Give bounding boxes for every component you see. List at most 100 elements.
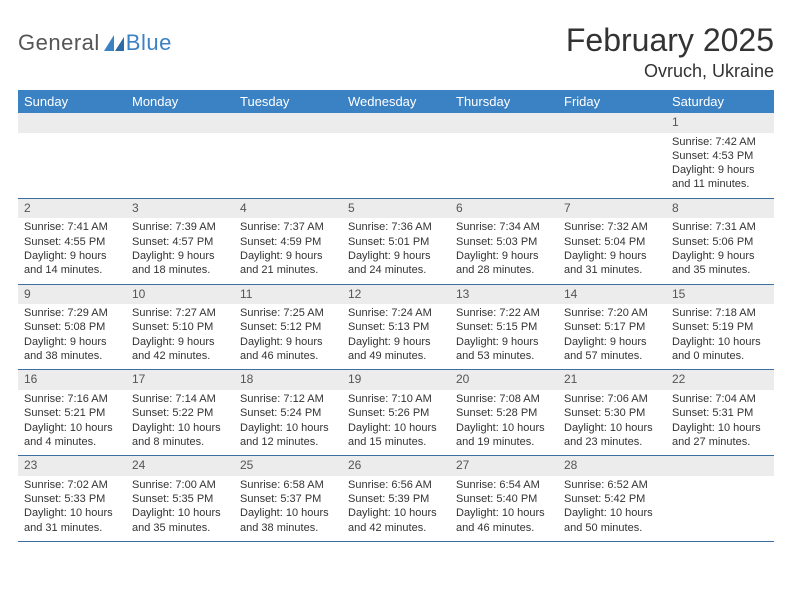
weekday-header: Sunday (18, 90, 126, 113)
daylight-line: Daylight: 9 hours and 42 minutes. (132, 335, 228, 364)
daylight-line: Daylight: 9 hours and 31 minutes. (564, 249, 660, 278)
day-cell: 22Sunrise: 7:04 AMSunset: 5:31 PMDayligh… (666, 370, 774, 455)
day-body: Sunrise: 6:58 AMSunset: 5:37 PMDaylight:… (234, 476, 342, 541)
sunset-line: Sunset: 5:31 PM (672, 406, 768, 420)
day-cell: 15Sunrise: 7:18 AMSunset: 5:19 PMDayligh… (666, 285, 774, 370)
sunset-line: Sunset: 5:19 PM (672, 320, 768, 334)
sunrise-line: Sunrise: 7:14 AM (132, 392, 228, 406)
sunrise-line: Sunrise: 7:37 AM (240, 220, 336, 234)
daylight-line: Daylight: 9 hours and 57 minutes. (564, 335, 660, 364)
day-number: 24 (126, 456, 234, 476)
day-body: Sunrise: 7:20 AMSunset: 5:17 PMDaylight:… (558, 304, 666, 369)
sunset-line: Sunset: 4:53 PM (672, 149, 768, 163)
day-body: Sunrise: 6:56 AMSunset: 5:39 PMDaylight:… (342, 476, 450, 541)
day-body: Sunrise: 7:12 AMSunset: 5:24 PMDaylight:… (234, 390, 342, 455)
sunset-line: Sunset: 5:35 PM (132, 492, 228, 506)
daylight-line: Daylight: 9 hours and 21 minutes. (240, 249, 336, 278)
daylight-line: Daylight: 9 hours and 24 minutes. (348, 249, 444, 278)
daylight-line: Daylight: 10 hours and 46 minutes. (456, 506, 552, 535)
day-number (342, 113, 450, 133)
sunrise-line: Sunrise: 7:06 AM (564, 392, 660, 406)
day-cell: 13Sunrise: 7:22 AMSunset: 5:15 PMDayligh… (450, 285, 558, 370)
day-body: Sunrise: 7:27 AMSunset: 5:10 PMDaylight:… (126, 304, 234, 369)
day-body: Sunrise: 7:18 AMSunset: 5:19 PMDaylight:… (666, 304, 774, 369)
day-number: 3 (126, 199, 234, 219)
day-cell (450, 113, 558, 198)
daylight-line: Daylight: 10 hours and 19 minutes. (456, 421, 552, 450)
sunrise-line: Sunrise: 7:27 AM (132, 306, 228, 320)
sunrise-line: Sunrise: 7:42 AM (672, 135, 768, 149)
daylight-line: Daylight: 9 hours and 18 minutes. (132, 249, 228, 278)
day-cell: 7Sunrise: 7:32 AMSunset: 5:04 PMDaylight… (558, 199, 666, 284)
daylight-line: Daylight: 9 hours and 53 minutes. (456, 335, 552, 364)
sunrise-line: Sunrise: 7:04 AM (672, 392, 768, 406)
sunrise-line: Sunrise: 7:41 AM (24, 220, 120, 234)
day-cell: 17Sunrise: 7:14 AMSunset: 5:22 PMDayligh… (126, 370, 234, 455)
day-body: Sunrise: 7:32 AMSunset: 5:04 PMDaylight:… (558, 218, 666, 283)
sunrise-line: Sunrise: 7:22 AM (456, 306, 552, 320)
day-body: Sunrise: 7:24 AMSunset: 5:13 PMDaylight:… (342, 304, 450, 369)
sunset-line: Sunset: 4:59 PM (240, 235, 336, 249)
day-body: Sunrise: 7:16 AMSunset: 5:21 PMDaylight:… (18, 390, 126, 455)
sunset-line: Sunset: 4:57 PM (132, 235, 228, 249)
sunset-line: Sunset: 5:21 PM (24, 406, 120, 420)
day-body: Sunrise: 7:14 AMSunset: 5:22 PMDaylight:… (126, 390, 234, 455)
sunrise-line: Sunrise: 7:02 AM (24, 478, 120, 492)
day-number (234, 113, 342, 133)
day-body: Sunrise: 7:36 AMSunset: 5:01 PMDaylight:… (342, 218, 450, 283)
day-number: 13 (450, 285, 558, 305)
day-body: Sunrise: 6:52 AMSunset: 5:42 PMDaylight:… (558, 476, 666, 541)
day-cell: 21Sunrise: 7:06 AMSunset: 5:30 PMDayligh… (558, 370, 666, 455)
day-body: Sunrise: 7:02 AMSunset: 5:33 PMDaylight:… (18, 476, 126, 541)
day-body (666, 476, 774, 484)
sunrise-line: Sunrise: 7:24 AM (348, 306, 444, 320)
sunrise-line: Sunrise: 7:34 AM (456, 220, 552, 234)
sunrise-line: Sunrise: 7:00 AM (132, 478, 228, 492)
sunrise-line: Sunrise: 7:16 AM (24, 392, 120, 406)
sunset-line: Sunset: 5:24 PM (240, 406, 336, 420)
sunset-line: Sunset: 5:37 PM (240, 492, 336, 506)
daylight-line: Daylight: 9 hours and 14 minutes. (24, 249, 120, 278)
sunset-line: Sunset: 5:30 PM (564, 406, 660, 420)
day-number: 7 (558, 199, 666, 219)
day-number: 28 (558, 456, 666, 476)
day-number: 18 (234, 370, 342, 390)
sunrise-line: Sunrise: 7:39 AM (132, 220, 228, 234)
sunrise-line: Sunrise: 7:12 AM (240, 392, 336, 406)
sunrise-line: Sunrise: 7:10 AM (348, 392, 444, 406)
sunset-line: Sunset: 5:15 PM (456, 320, 552, 334)
day-cell: 1 Sunrise: 7:42 AMSunset: 4:53 PMDaylight… (666, 113, 774, 198)
day-body: Sunrise: 7:06 AMSunset: 5:30 PMDaylight:… (558, 390, 666, 455)
day-cell: 27Sunrise: 6:54 AMSunset: 5:40 PMDayligh… (450, 456, 558, 541)
logo-sail-icon (104, 35, 124, 51)
sunrise-line: Sunrise: 6:52 AM (564, 478, 660, 492)
day-body: Sunrise: 7:04 AMSunset: 5:31 PMDaylight:… (666, 390, 774, 455)
daylight-line: Daylight: 10 hours and 31 minutes. (24, 506, 120, 535)
day-cell (558, 113, 666, 198)
day-number (126, 113, 234, 133)
daylight-line: Daylight: 10 hours and 38 minutes. (240, 506, 336, 535)
sunset-line: Sunset: 5:28 PM (456, 406, 552, 420)
sunrise-line: Sunrise: 6:54 AM (456, 478, 552, 492)
daylight-line: Daylight: 9 hours and 11 minutes. (672, 163, 768, 192)
calendar-page: General Blue February 2025 Ovruch, Ukrai… (0, 0, 792, 542)
sunrise-line: Sunrise: 7:32 AM (564, 220, 660, 234)
day-cell: 8Sunrise: 7:31 AMSunset: 5:06 PMDaylight… (666, 199, 774, 284)
day-cell (342, 113, 450, 198)
day-number (450, 113, 558, 133)
day-cell: 14Sunrise: 7:20 AMSunset: 5:17 PMDayligh… (558, 285, 666, 370)
weekday-header: Saturday (666, 90, 774, 113)
day-number: 1 (666, 113, 774, 133)
day-number (18, 113, 126, 133)
day-body: Sunrise: 7:41 AMSunset: 4:55 PMDaylight:… (18, 218, 126, 283)
sunrise-line: Sunrise: 7:20 AM (564, 306, 660, 320)
daylight-line: Daylight: 9 hours and 46 minutes. (240, 335, 336, 364)
day-number: 10 (126, 285, 234, 305)
logo-text-general: General (18, 30, 100, 56)
day-body (126, 133, 234, 141)
daylight-line: Daylight: 10 hours and 4 minutes. (24, 421, 120, 450)
day-body (558, 133, 666, 141)
day-number: 26 (342, 456, 450, 476)
week-row: 9Sunrise: 7:29 AMSunset: 5:08 PMDaylight… (18, 285, 774, 371)
day-body: Sunrise: 7:31 AMSunset: 5:06 PMDaylight:… (666, 218, 774, 283)
